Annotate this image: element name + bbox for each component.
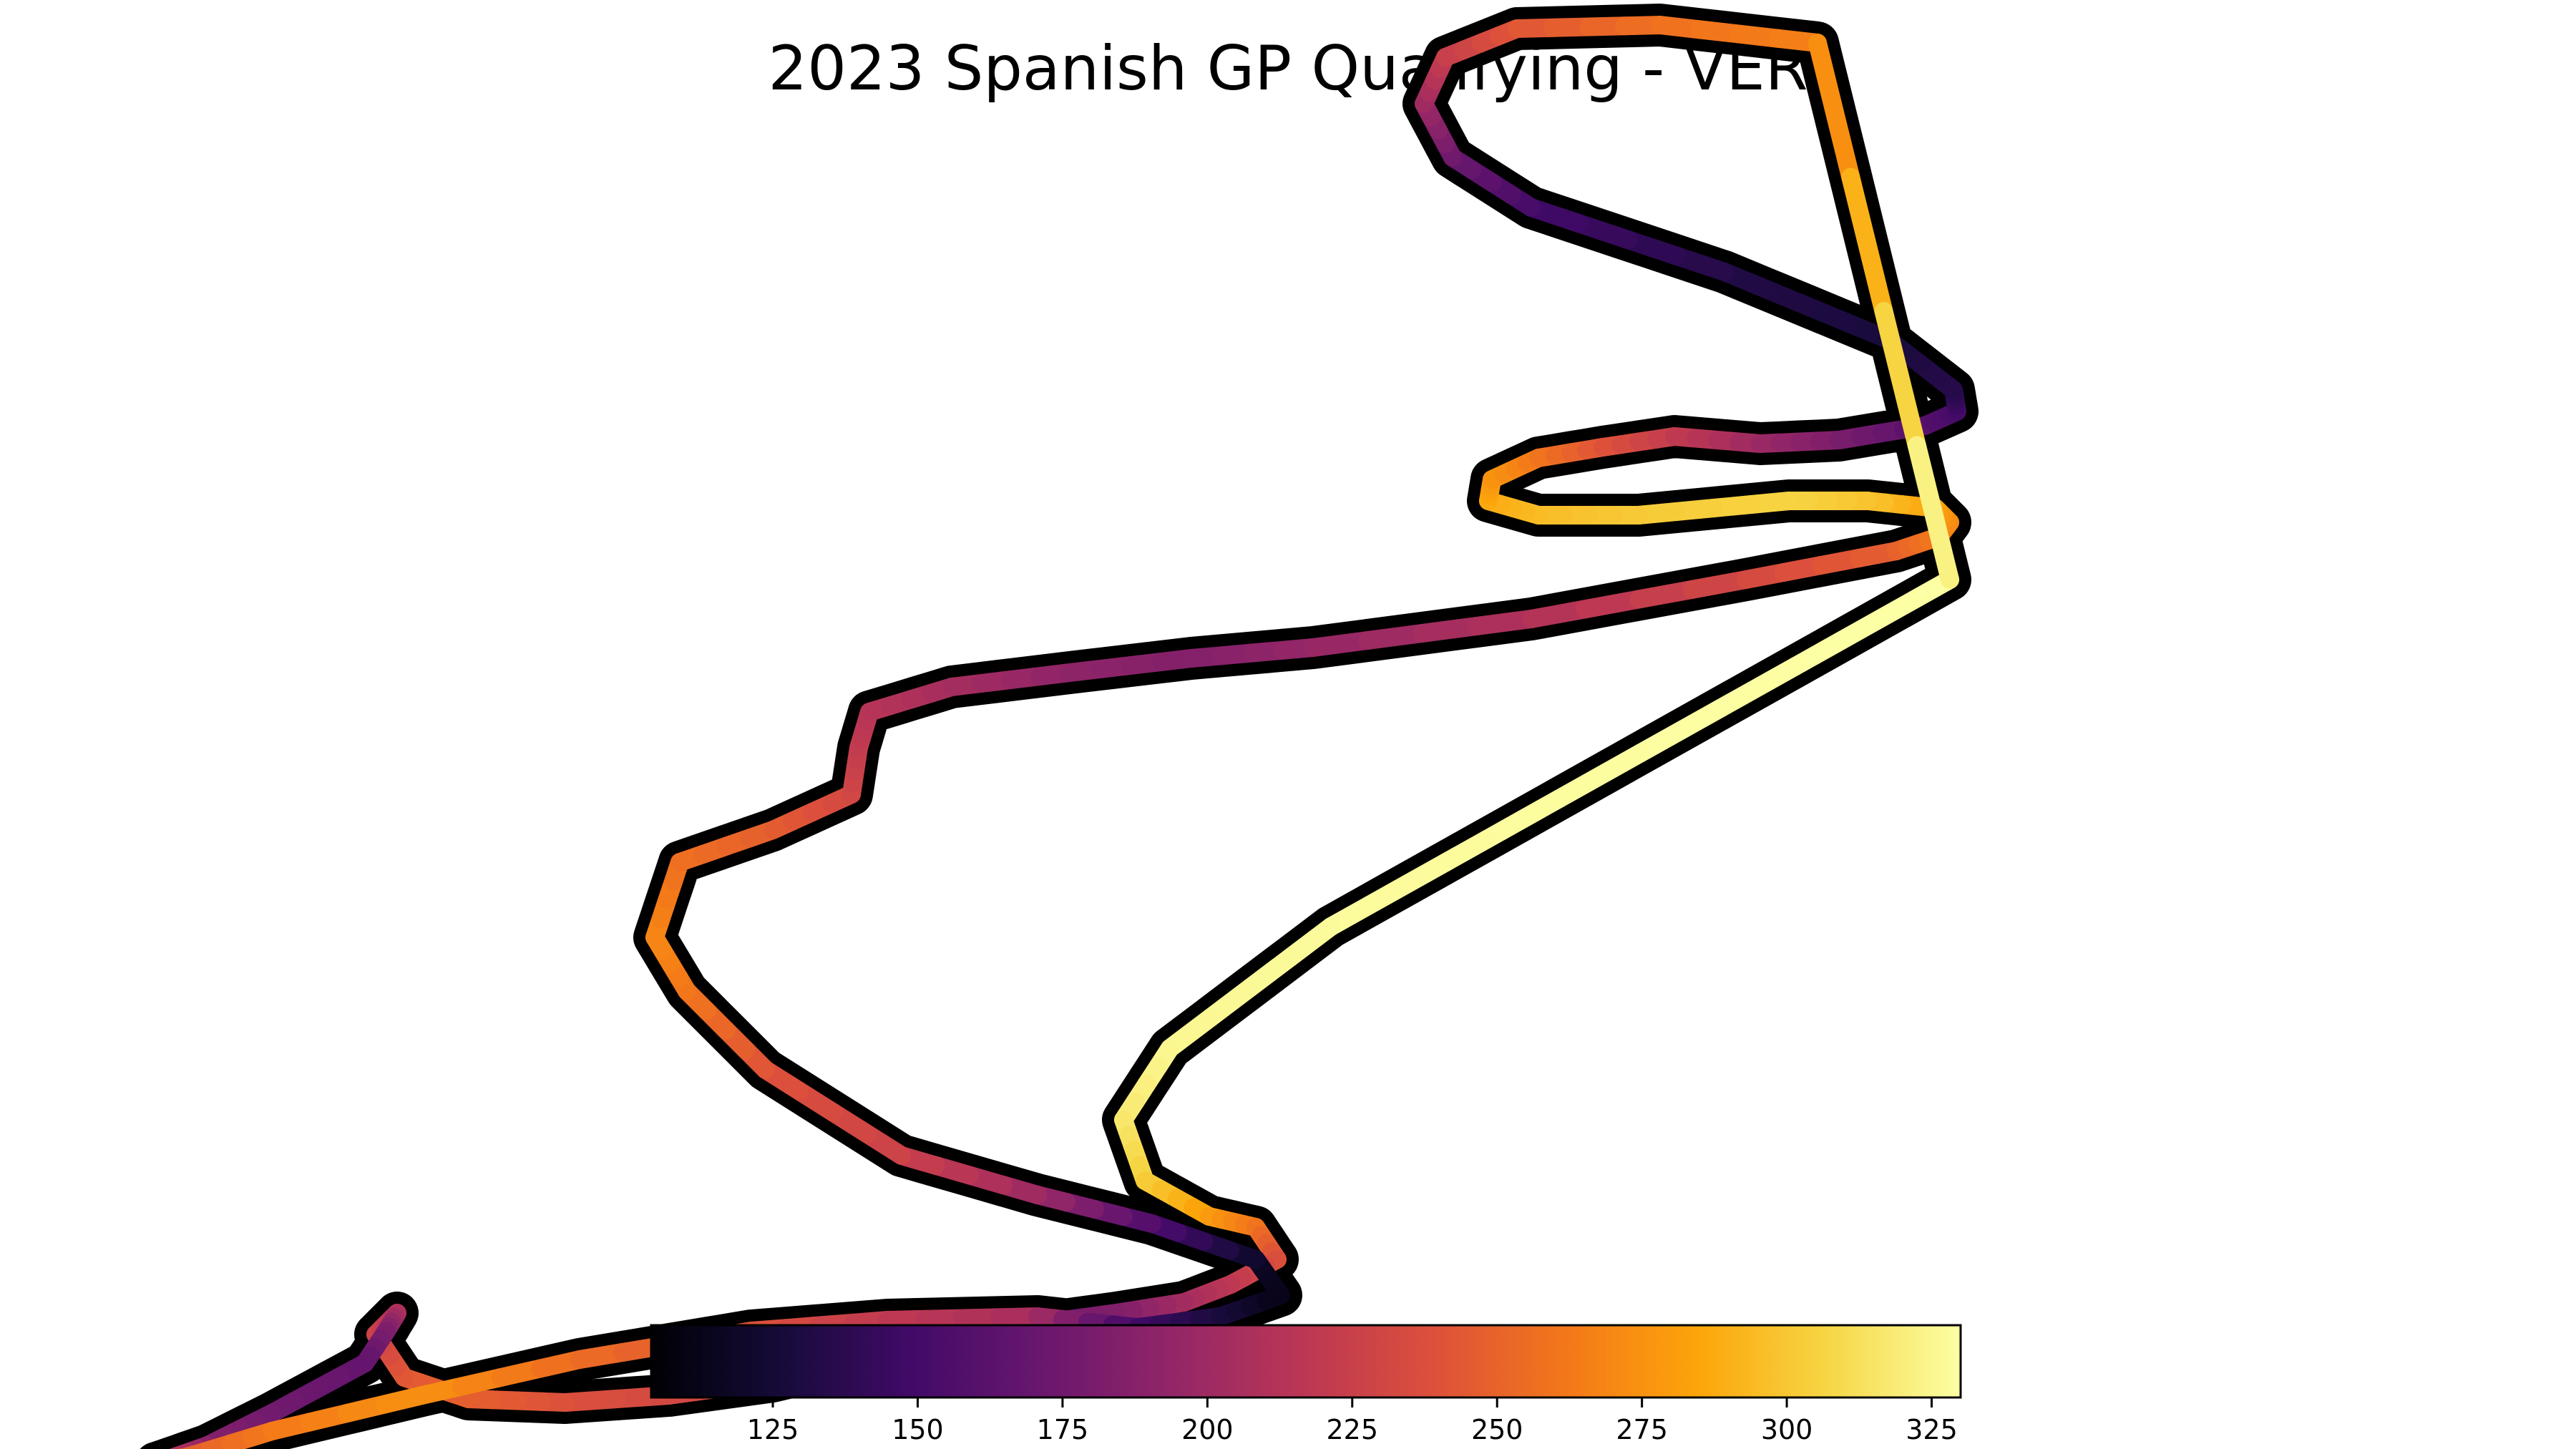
colorbar-ticks: 125 150 175 200 225 250 275 300 325 [747,1397,1958,1445]
colorbar-tick-label: 150 [892,1414,944,1445]
colorbar-tick-label: 250 [1471,1414,1523,1445]
track-speed-segments [169,16,1966,1449]
track-speed-segment [1785,570,1959,676]
colorbar: 125 150 175 200 225 250 275 300 325 [650,1324,1962,1445]
colorbar-tick-label: 175 [1037,1414,1089,1445]
track-speed-segment [1841,167,1893,321]
track-speed-segment [1476,743,1650,849]
track-speed-segment [1874,302,1926,455]
colorbar-tick-label: 325 [1906,1414,1958,1445]
colorbar-tick-label: 125 [747,1414,799,1445]
track-speed-segment [1808,34,1860,187]
track-speed-segment [1631,657,1805,763]
colorbar-tick-label: 275 [1616,1414,1668,1445]
track-speed-segment [1907,436,1959,589]
colorbar-fill [650,1324,1962,1399]
colorbar-tick-label: 300 [1761,1414,1813,1445]
colorbar-tick-label: 225 [1327,1414,1379,1445]
track-speed-segment [1322,830,1496,936]
colorbar-tick-label: 200 [1181,1414,1234,1445]
